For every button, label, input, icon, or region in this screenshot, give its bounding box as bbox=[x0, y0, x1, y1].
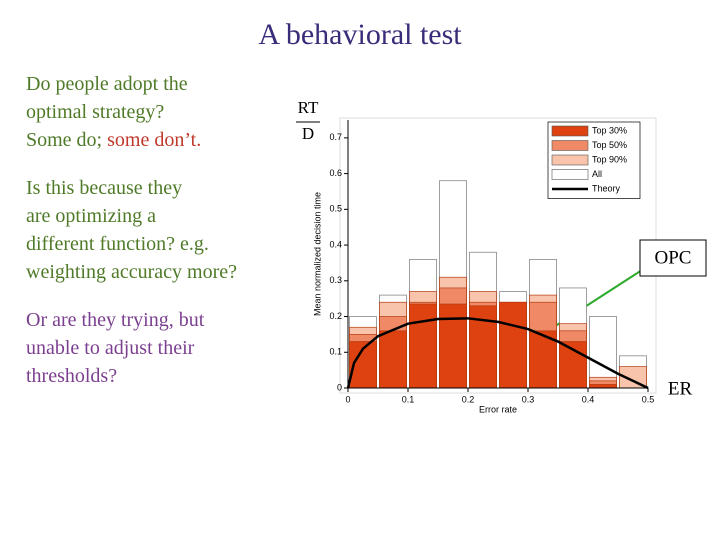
paragraph: Do people adopt the optimal strategy? Some… bbox=[26, 70, 286, 154]
text-segment: optimal strategy? bbox=[26, 101, 165, 123]
er-label: ER bbox=[668, 378, 693, 399]
legend-label: All bbox=[592, 169, 602, 179]
text-line: thresholds? bbox=[26, 362, 286, 390]
x-tick-label: 0.4 bbox=[582, 394, 595, 404]
y-tick-label: 0.6 bbox=[329, 168, 342, 178]
text-segment: thresholds? bbox=[26, 365, 118, 387]
text-line: Is this because they bbox=[26, 174, 286, 202]
legend-label: Top 30% bbox=[592, 125, 627, 135]
slide-title: A behavioral test bbox=[258, 18, 462, 51]
legend-swatch bbox=[551, 140, 589, 151]
legend-label: Top 50% bbox=[592, 140, 627, 150]
legend-swatch bbox=[551, 125, 589, 137]
y-axis-label: Mean normalized decision time bbox=[312, 192, 322, 316]
text-line: unable to adjust their bbox=[26, 334, 286, 362]
text-segment: Or are they trying, but bbox=[26, 309, 205, 331]
bar bbox=[589, 316, 617, 389]
bar bbox=[439, 303, 467, 389]
text-segment: are optimizing a bbox=[26, 205, 156, 227]
opc-label: OPC bbox=[655, 247, 692, 268]
x-tick-label: 0.3 bbox=[522, 394, 535, 404]
text-segment: Is this because they bbox=[26, 177, 183, 199]
bar bbox=[379, 330, 407, 389]
legend-label: Top 90% bbox=[592, 154, 627, 164]
text-line: Some do; some don’t. bbox=[26, 126, 286, 154]
bar bbox=[499, 301, 527, 389]
d-label: D bbox=[302, 124, 314, 143]
bar bbox=[589, 384, 617, 389]
y-tick-label: 0.3 bbox=[329, 275, 342, 285]
text-line: Or are they trying, but bbox=[26, 306, 286, 334]
text-line: different function? e.g. bbox=[26, 230, 286, 258]
text-segment: weighting accuracy more? bbox=[26, 261, 238, 283]
text-line: optimal strategy? bbox=[26, 98, 286, 126]
bar bbox=[409, 303, 437, 389]
x-tick-label: 0.1 bbox=[402, 394, 415, 404]
slide-text: Do people adopt the optimal strategy? Some… bbox=[26, 70, 286, 410]
text-segment: Do people adopt the bbox=[26, 73, 188, 95]
rt-label: RT bbox=[298, 98, 319, 117]
y-tick-label: 0.5 bbox=[329, 204, 342, 214]
y-tick-label: 0.1 bbox=[329, 347, 342, 357]
x-tick-label: 0.2 bbox=[462, 394, 475, 404]
text-segment: different function? e.g. bbox=[26, 233, 209, 255]
paragraph: Is this because they are optimizing a diff… bbox=[26, 174, 286, 286]
x-tick-label: 0.5 bbox=[642, 394, 655, 404]
text-segment: some don’t. bbox=[107, 129, 202, 151]
legend-label: Theory bbox=[592, 183, 621, 193]
y-tick-label: 0.2 bbox=[329, 311, 342, 321]
theory-line bbox=[346, 317, 649, 390]
y-tick-label: 0.4 bbox=[329, 239, 342, 249]
text-segment: unable to adjust their bbox=[26, 337, 195, 359]
y-tick-label: 0.7 bbox=[329, 132, 342, 142]
text-line: Do people adopt the bbox=[26, 70, 286, 98]
text-segment: Some do; bbox=[26, 129, 103, 151]
opc-box bbox=[639, 239, 707, 277]
y-tick-label: 0 bbox=[337, 382, 342, 392]
legend-swatch bbox=[551, 154, 589, 166]
text-line: weighting accuracy more? bbox=[26, 258, 286, 286]
x-tick-label: 0 bbox=[345, 394, 350, 404]
x-axis-label: Error rate bbox=[479, 404, 517, 414]
paragraph: Or are they trying, but unable to adjust … bbox=[26, 306, 286, 390]
text-line: are optimizing a bbox=[26, 202, 286, 230]
legend-swatch bbox=[551, 169, 589, 180]
